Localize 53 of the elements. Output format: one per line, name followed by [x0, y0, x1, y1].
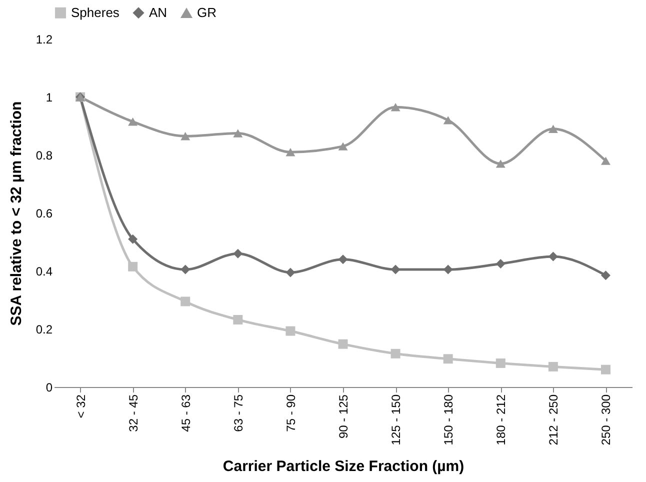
legend-label: Spheres: [71, 4, 120, 20]
point: [548, 124, 558, 134]
point: [180, 296, 190, 306]
point: [443, 354, 453, 364]
x-tick-label: 75 - 90: [284, 394, 298, 432]
x-tick-label: 32 - 45: [126, 394, 140, 432]
point: [180, 264, 190, 274]
point: [390, 264, 400, 274]
point: [286, 326, 296, 336]
x-tick-label: < 32: [74, 394, 88, 418]
x-axis-title: Carrier Particle Size Fraction (µm): [222, 458, 464, 476]
point: [338, 339, 348, 349]
point: [548, 252, 558, 262]
point: [390, 348, 400, 358]
x-tick-label: 250 - 300: [599, 394, 614, 446]
point: [600, 364, 610, 374]
x-tick-label: 90 - 125: [336, 394, 350, 439]
point: [128, 234, 138, 244]
point: [443, 264, 453, 274]
point: [286, 268, 296, 278]
point: [128, 118, 138, 126]
y-tick-label: 1: [46, 90, 53, 104]
point: [180, 132, 190, 140]
point: [600, 156, 610, 165]
y-tick-label: 0.4: [36, 264, 53, 278]
x-tick-label: 180 - 212: [494, 394, 508, 446]
point: [128, 262, 138, 272]
y-tick-label: 0.8: [36, 148, 53, 162]
x-tick-label: 125 - 150: [389, 394, 404, 446]
point: [338, 142, 348, 150]
x-tick-label: 150 - 180: [442, 394, 456, 446]
y-axis-title: SSA relative to < 32 µm fraction: [8, 101, 25, 326]
point: [286, 148, 296, 156]
point: [496, 160, 506, 168]
point: [443, 116, 453, 124]
point: [496, 358, 506, 368]
point: [496, 259, 506, 268]
point: [233, 129, 243, 138]
y-tick-label: 0.2: [36, 322, 53, 336]
y-tick-label: 0.6: [36, 206, 53, 220]
point: [600, 270, 610, 280]
point: [338, 254, 348, 264]
x-tick-label: 45 - 63: [178, 394, 193, 432]
point: [233, 314, 243, 324]
x-tick-label: 63 - 75: [231, 394, 246, 432]
point: [233, 248, 243, 258]
legend-label: GR: [197, 5, 216, 20]
legend-label: AN: [149, 4, 168, 20]
point: [390, 103, 400, 112]
y-tick-label: 0: [46, 380, 53, 394]
point: [548, 362, 558, 372]
y-tick-label: 1.2: [36, 32, 53, 46]
x-tick-label: 212 - 250: [546, 394, 561, 446]
